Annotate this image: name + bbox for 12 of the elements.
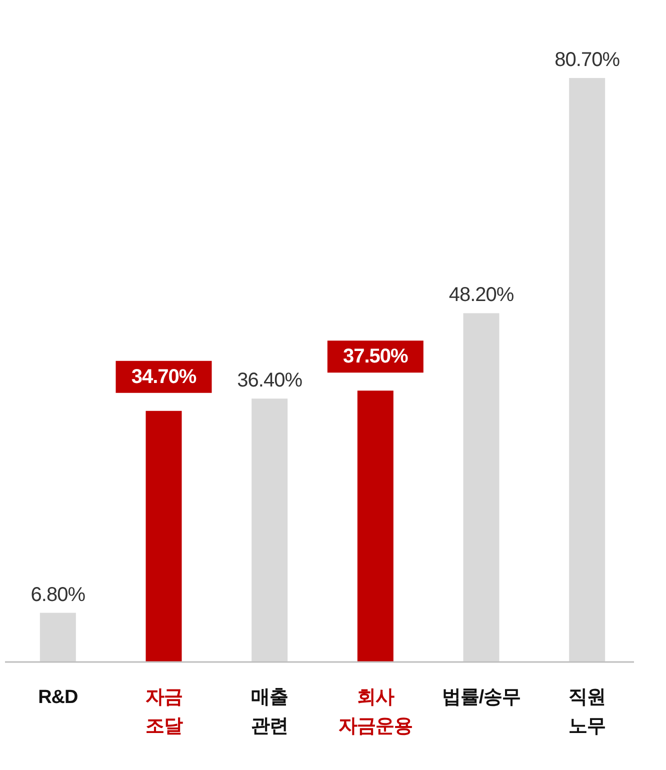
x-tick-label: R&D (38, 687, 78, 708)
x-tick-label: 회사 자금운용 (338, 687, 412, 737)
data-label: 48.20% (448, 284, 514, 306)
data-label: 36.40% (237, 370, 303, 392)
data-label: 6.80% (30, 584, 86, 606)
x-tick-label: 법률/송무 (442, 687, 521, 708)
x-tick-label: 자금 조달 (145, 687, 183, 737)
x-tick-label: 매출 관련 (251, 687, 288, 737)
data-label: 80.70% (554, 49, 620, 71)
x-tick-label: 직원 노무 (568, 687, 606, 737)
data-label: 37.50% (342, 346, 409, 368)
data-label: 34.70% (131, 366, 197, 388)
